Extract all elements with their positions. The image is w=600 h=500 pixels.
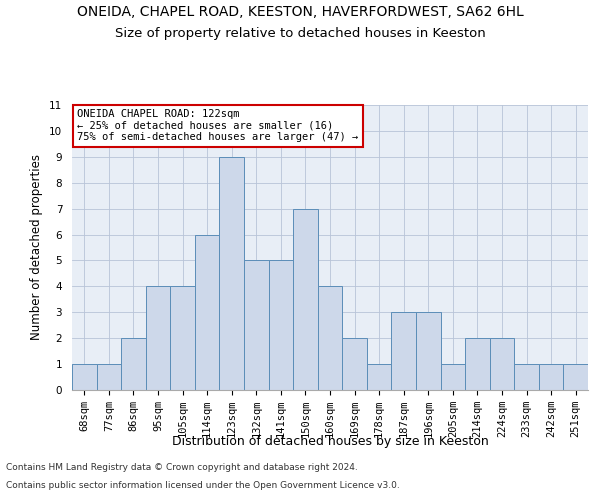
Text: Contains HM Land Registry data © Crown copyright and database right 2024.: Contains HM Land Registry data © Crown c…	[6, 464, 358, 472]
Y-axis label: Number of detached properties: Number of detached properties	[31, 154, 43, 340]
Bar	[391, 312, 416, 390]
Text: Size of property relative to detached houses in Keeston: Size of property relative to detached ho…	[115, 28, 485, 40]
Bar	[121, 338, 146, 390]
Bar	[440, 364, 465, 390]
Bar	[318, 286, 342, 390]
Text: Distribution of detached houses by size in Keeston: Distribution of detached houses by size …	[172, 435, 488, 448]
Bar	[465, 338, 490, 390]
Bar	[269, 260, 293, 390]
Bar	[244, 260, 269, 390]
Bar	[342, 338, 367, 390]
Bar	[539, 364, 563, 390]
Text: ONEIDA, CHAPEL ROAD, KEESTON, HAVERFORDWEST, SA62 6HL: ONEIDA, CHAPEL ROAD, KEESTON, HAVERFORDW…	[77, 5, 523, 19]
Bar	[195, 234, 220, 390]
Bar	[146, 286, 170, 390]
Text: Contains public sector information licensed under the Open Government Licence v3: Contains public sector information licen…	[6, 481, 400, 490]
Bar	[170, 286, 195, 390]
Bar	[97, 364, 121, 390]
Bar	[563, 364, 588, 390]
Bar	[514, 364, 539, 390]
Bar	[293, 208, 318, 390]
Bar	[367, 364, 391, 390]
Bar	[490, 338, 514, 390]
Bar	[220, 157, 244, 390]
Text: ONEIDA CHAPEL ROAD: 122sqm
← 25% of detached houses are smaller (16)
75% of semi: ONEIDA CHAPEL ROAD: 122sqm ← 25% of deta…	[77, 110, 358, 142]
Bar	[416, 312, 440, 390]
Bar	[72, 364, 97, 390]
